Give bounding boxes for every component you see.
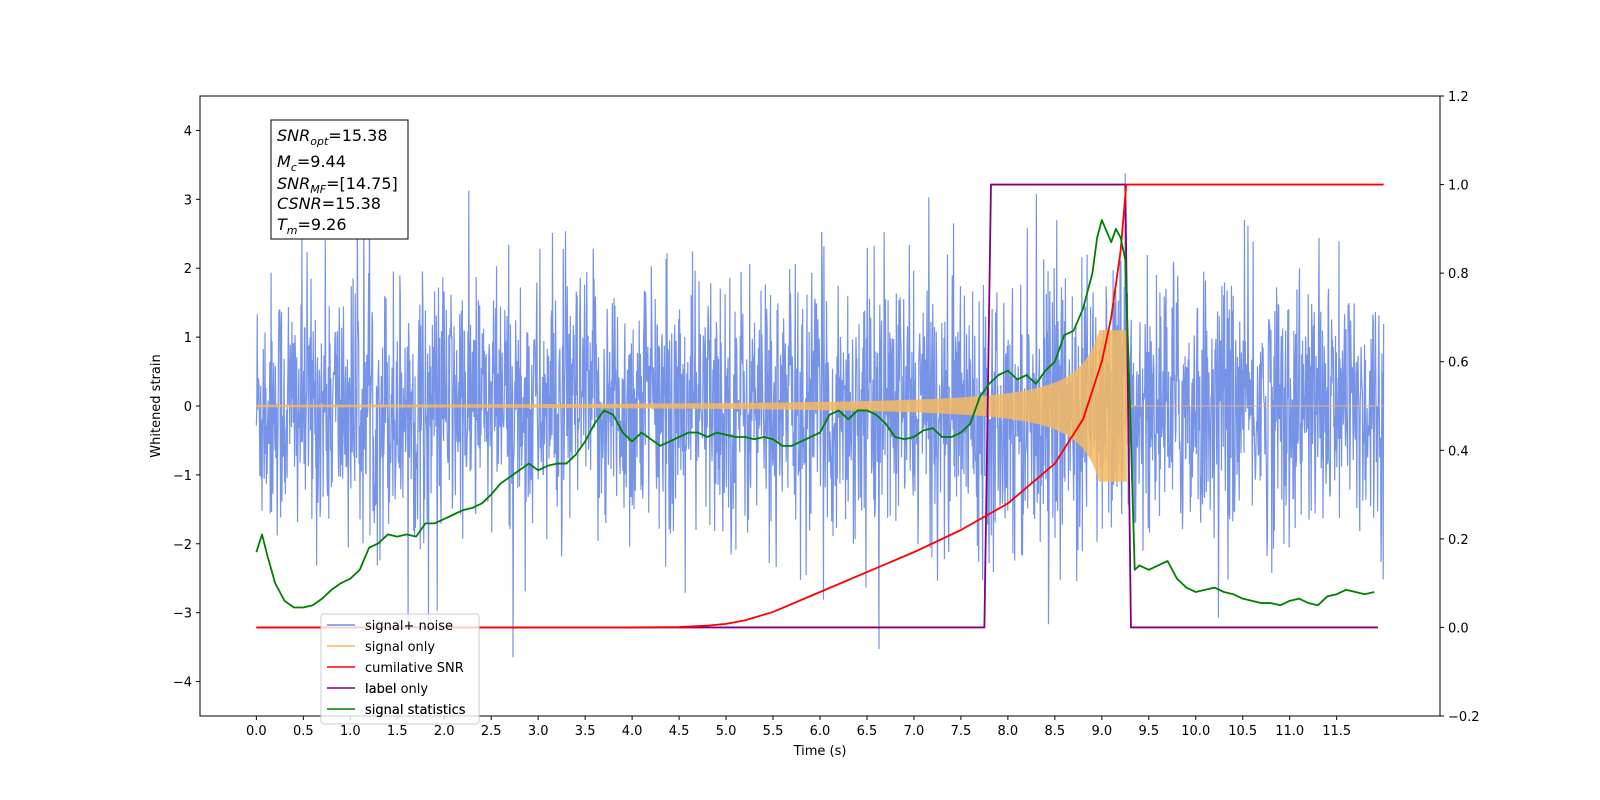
stat-tm-symbol: T (277, 215, 288, 234)
y-right-tick-label: 1.2 (1448, 90, 1469, 105)
x-tick-label: 1.5 (387, 724, 408, 739)
x-tick-label: 6.5 (857, 724, 878, 739)
x-tick-label: 5.0 (716, 724, 737, 739)
x-tick-label: 0.5 (293, 724, 314, 739)
stat-mc-value: =9.44 (297, 152, 346, 171)
x-tick-label: 2.0 (434, 724, 455, 739)
signal-plus-noise-series (255, 157, 1385, 658)
label-line (256, 183, 1378, 629)
right-axis-series (255, 183, 1384, 629)
stat-mc-symbol: M (277, 152, 291, 171)
legend: signal+ noise signal only cumilative SNR… (320, 613, 480, 725)
x-tick-label: 10.0 (1181, 724, 1210, 739)
x-tick-label: 4.5 (669, 724, 690, 739)
y-right-tick-label: 0.0 (1448, 621, 1469, 636)
stat-tm-value: =9.26 (298, 215, 347, 234)
x-tick-label: 7.0 (904, 724, 925, 739)
stat-snr-opt-sub: opt (310, 135, 329, 148)
x-axis-title: Time (s) (793, 744, 847, 759)
y-right-tick-label: 0.6 (1448, 356, 1469, 371)
x-tick-label: 0.0 (246, 724, 267, 739)
signal-only-line (255, 330, 1384, 482)
x-tick-label: 7.5 (951, 724, 972, 739)
stat-snr-opt-value: =15.38 (328, 126, 387, 145)
stat-snr-mf-sub: MF (310, 183, 326, 196)
x-tick-label: 10.5 (1228, 724, 1257, 739)
y-left-tick-label: 1 (184, 331, 192, 346)
x-tick-label: 11.0 (1275, 724, 1304, 739)
x-tick-label: 2.5 (481, 724, 502, 739)
y-left-tick-label: 2 (184, 262, 192, 277)
x-tick-label: 8.5 (1045, 724, 1066, 739)
legend-label-noise: signal+ noise (365, 619, 453, 634)
y-left-tick-label: −4 (173, 676, 192, 691)
y-right-tick-label: 0.8 (1448, 267, 1469, 282)
y-left-axis-title: Whitened strain (149, 354, 164, 457)
legend-label-hidden-label-only: label only (365, 682, 428, 697)
x-tick-label: 3.0 (528, 724, 549, 739)
legend-label-csnr: cumilative SNR (365, 661, 464, 676)
y-right-tick-label: 1.0 (1448, 179, 1469, 194)
stat-csnr-symbol: CSNR (277, 194, 322, 213)
x-tick-label: 11.5 (1322, 724, 1351, 739)
stat-tm: Tm=9.26 (277, 215, 347, 237)
y-left-tick-label: 3 (184, 193, 192, 208)
stats-annotation-box: SNRopt=15.38 Mc=9.44 SNRMF=[14.75] CSNR=… (270, 119, 409, 240)
stat-snr-mf-symbol: SNR (277, 174, 310, 193)
x-tick-label: 5.5 (763, 724, 784, 739)
x-tick-label: 1.0 (340, 724, 361, 739)
x-tick-label: 4.0 (622, 724, 643, 739)
legend-label-stats: signal statistics (365, 703, 466, 718)
y-right-tick-label: −0.2 (1448, 710, 1480, 725)
stat-csnr: CSNR=15.38 (277, 194, 381, 213)
y-left-tick-label: −2 (173, 538, 192, 553)
x-tick-label: 9.5 (1138, 724, 1159, 739)
legend-label-hidden-stats: signal statistics (365, 703, 466, 718)
stats-box-frame (270, 119, 409, 240)
plot-area (255, 157, 1385, 658)
y-left-tick-label: 0 (184, 400, 192, 415)
y-right-tick-label: 0.4 (1448, 444, 1469, 459)
cumulative-snr-line (256, 183, 1384, 629)
stat-snr-mf-value: =[14.75] (326, 174, 398, 193)
signal-statistics-line (255, 219, 1375, 609)
y-left-tick-label: 4 (184, 124, 192, 139)
y-right-axis-ticks: −0.2 0.0 0.2 0.4 0.6 0.8 1.0 1.2 (1440, 90, 1480, 725)
signal-only-series (255, 330, 1384, 482)
x-axis-ticks: 0.0 0.5 1.0 1.5 2.0 2.5 3.0 3.5 4.0 4.5 5.0 5.5 6.0 6… (246, 716, 1351, 739)
stat-snr-opt: SNRopt=15.38 (277, 126, 388, 148)
legend-label-label: label (365, 682, 396, 697)
stat-snr-opt-symbol: SNR (277, 126, 310, 145)
y-left-tick-label: −1 (173, 469, 192, 484)
stat-mc: Mc=9.44 (277, 152, 346, 174)
legend-label-signal: signal only (365, 640, 435, 655)
signal-plus-noise-line (255, 157, 1385, 658)
x-tick-label: 8.0 (998, 724, 1019, 739)
stat-csnr-value: =15.38 (322, 194, 381, 213)
y-right-tick-label: 0.2 (1448, 533, 1469, 548)
stat-tm-sub: m (287, 224, 298, 237)
x-tick-label: 3.5 (575, 724, 596, 739)
x-tick-label: 9.0 (1091, 724, 1112, 739)
stat-mc-sub: c (291, 161, 297, 174)
x-tick-label: 6.0 (810, 724, 831, 739)
stat-snr-mf: SNRMF=[14.75] (277, 174, 398, 196)
y-left-tick-label: −3 (173, 607, 192, 622)
legend-frame (320, 613, 480, 725)
y-left-axis-ticks: −4 −3 −2 −1 0 1 2 3 4 (173, 124, 200, 691)
